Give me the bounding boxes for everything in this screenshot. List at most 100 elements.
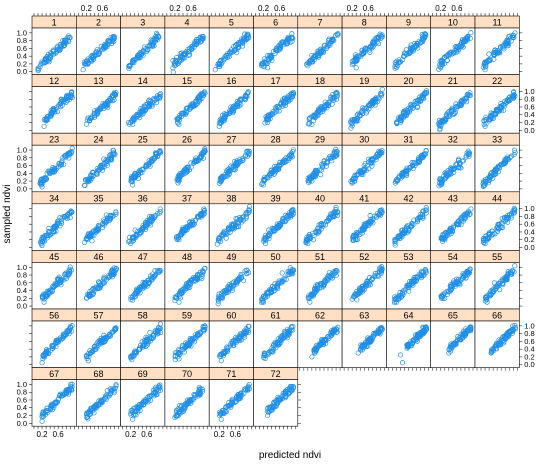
data-point — [445, 52, 451, 58]
data-point — [154, 268, 161, 274]
data-point — [288, 151, 294, 158]
data-point — [101, 156, 107, 162]
data-point — [458, 218, 465, 224]
data-point — [246, 329, 252, 335]
data-point — [179, 228, 185, 234]
data-point — [95, 224, 101, 230]
data-point — [231, 44, 237, 50]
data-point — [88, 230, 95, 236]
data-point — [306, 60, 312, 66]
data-point — [83, 236, 89, 242]
data-point — [333, 207, 339, 213]
data-point — [512, 207, 518, 213]
data-point — [315, 112, 321, 118]
data-point — [44, 235, 50, 241]
data-point — [419, 35, 426, 41]
data-point — [400, 230, 406, 236]
data-point — [101, 219, 107, 225]
data-point — [52, 106, 58, 113]
panel-strip-label: 19 — [359, 76, 369, 86]
data-point — [90, 172, 97, 178]
data-point — [511, 34, 517, 40]
data-point — [196, 94, 202, 100]
data-point — [441, 54, 448, 60]
data-point — [111, 268, 118, 274]
data-point — [97, 166, 103, 173]
data-point — [333, 153, 339, 159]
panel-52: 52 — [341, 250, 387, 310]
data-point — [364, 163, 370, 169]
data-point — [495, 165, 501, 171]
data-point — [321, 47, 327, 53]
data-point — [151, 274, 157, 281]
panel-10: 10 — [430, 15, 476, 75]
data-point — [396, 295, 402, 302]
data-point — [230, 285, 236, 291]
data-point — [311, 57, 317, 63]
data-point — [128, 353, 134, 359]
data-point — [176, 115, 182, 121]
data-point — [491, 56, 497, 62]
data-point — [176, 173, 182, 179]
data-point — [82, 183, 88, 189]
data-point — [261, 353, 267, 359]
data-point — [503, 100, 509, 107]
data-point — [154, 30, 160, 36]
data-point — [46, 59, 52, 65]
data-point — [424, 88, 430, 94]
data-point — [392, 238, 398, 244]
data-point — [82, 177, 88, 183]
data-point — [364, 279, 370, 285]
data-point — [361, 50, 367, 57]
data-point — [102, 220, 108, 226]
data-point — [334, 89, 340, 96]
data-point — [271, 227, 277, 233]
data-point — [217, 175, 223, 181]
data-point — [355, 118, 361, 124]
data-point — [226, 172, 232, 178]
data-point — [414, 217, 421, 223]
data-point — [156, 151, 162, 157]
data-point — [510, 93, 516, 99]
data-point — [232, 47, 238, 53]
data-point — [156, 268, 163, 274]
panel-strip-label: 64 — [404, 311, 414, 321]
data-point — [65, 271, 71, 277]
data-point — [496, 163, 502, 169]
data-point — [372, 273, 378, 279]
data-point — [222, 113, 228, 119]
data-point — [328, 155, 334, 161]
data-point — [285, 331, 291, 337]
panel-21: 21 — [430, 74, 476, 134]
data-point — [318, 341, 324, 347]
data-point — [277, 221, 283, 227]
data-point — [512, 263, 518, 269]
panel-strip-label: 43 — [448, 193, 458, 203]
panel-strip-label: 5 — [229, 18, 234, 28]
panel-strip-label: 47 — [138, 252, 148, 262]
data-point — [181, 169, 187, 175]
data-point — [186, 222, 192, 228]
data-point — [88, 115, 94, 121]
data-point — [420, 214, 426, 220]
data-point — [504, 215, 510, 221]
data-point — [231, 48, 237, 54]
panel-strip-label: 28 — [271, 135, 281, 145]
panel-42: 42 — [386, 191, 431, 251]
data-point — [333, 93, 339, 100]
data-point — [349, 62, 355, 68]
data-point — [129, 177, 135, 183]
panel-20: 20 — [386, 74, 431, 134]
data-point — [142, 107, 148, 113]
data-point — [222, 115, 228, 121]
panel-strip-label: 3 — [140, 18, 145, 28]
panel-strip-label: 61 — [271, 311, 281, 321]
data-point — [217, 235, 223, 242]
data-point — [101, 332, 107, 338]
data-point — [396, 234, 402, 240]
data-point — [349, 177, 355, 183]
data-point — [275, 280, 281, 286]
data-point — [334, 329, 340, 335]
data-point — [314, 110, 320, 117]
outlier-point — [442, 295, 448, 301]
